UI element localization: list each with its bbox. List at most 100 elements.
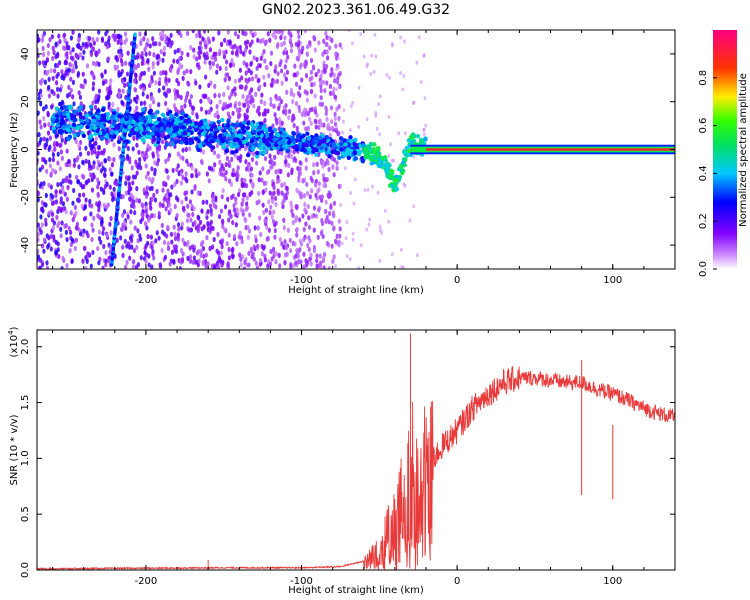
spectrogram-cell [294, 81, 299, 87]
spectrogram-cell [37, 197, 40, 203]
spectrogram-cell [281, 200, 285, 206]
spectrogram-y-tick-label: -20 [20, 189, 31, 205]
spectrogram-cell [327, 265, 331, 269]
spectrogram-cell [378, 94, 382, 99]
spectrogram-cell [307, 246, 311, 253]
spectrogram-cell [302, 236, 306, 243]
spectrogram-cell [293, 156, 297, 162]
spectrogram-cell [243, 102, 247, 108]
spectrogram-cell [181, 147, 185, 153]
spectrogram-cell [254, 91, 258, 97]
spectrogram-cell [77, 44, 81, 50]
spectrogram-cell [172, 58, 176, 64]
spectrogram-cell [112, 142, 116, 148]
snr-x-tick-label: -200 [135, 576, 158, 587]
spectrogram-cell [380, 156, 386, 161]
spectrogram-cell [123, 82, 127, 88]
spectrogram-cell [186, 240, 190, 246]
spectrogram-cell [97, 236, 102, 242]
spectrogram-cell [52, 91, 56, 97]
spectrogram-cell [77, 37, 81, 43]
spectrogram-cell [119, 48, 123, 54]
spectrogram-cell [121, 193, 125, 200]
spectrogram-cell [73, 204, 77, 211]
spectrogram-cell [335, 160, 339, 166]
spectrogram-cell [189, 137, 194, 143]
spectrogram-cell [139, 40, 143, 46]
spectrogram-cell [249, 70, 253, 76]
spectrogram-cell [279, 34, 283, 41]
spectrogram-cell [48, 37, 52, 43]
spectrogram-cell [174, 112, 179, 117]
spectrogram-cell [101, 187, 106, 194]
spectrogram-cell [197, 54, 202, 60]
spectrogram-cell [337, 65, 341, 70]
spectrogram-cell [145, 225, 149, 231]
spectrogram-cell [280, 120, 284, 126]
spectrogram-cell [91, 60, 96, 66]
snr-frame [36, 329, 676, 571]
spectrogram-cell [42, 180, 46, 186]
spectrogram-cell [69, 210, 73, 216]
spectrogram-cell [156, 136, 162, 142]
spectrogram-cell [262, 149, 267, 155]
spectrogram-cell [246, 104, 251, 110]
spectrogram-cell [131, 146, 135, 152]
spectrogram-cell [61, 189, 65, 195]
spectrogram-cell [369, 71, 373, 76]
spectrogram-cell [91, 143, 95, 149]
spectrogram-cell [40, 77, 45, 83]
spectrogram-cell [170, 249, 175, 255]
spectrogram-cell [291, 130, 296, 136]
spectrogram-cell [347, 30, 351, 33]
spectrogram-cell [389, 142, 392, 147]
spectrogram-cell [127, 120, 133, 125]
spectrogram-cell [314, 152, 319, 157]
spectrogram-cell [156, 117, 162, 122]
spectrogram-cell [258, 142, 263, 147]
snr-y-tick-label: 1.0 [20, 450, 31, 466]
spectrogram-cell [283, 35, 287, 41]
spectrogram-cell [378, 224, 382, 229]
spectrogram-cell [60, 220, 64, 226]
spectrogram-cell [53, 68, 57, 74]
spectrogram-cell [142, 36, 146, 42]
spectrogram-cell [85, 113, 90, 118]
spectrogram-cell [273, 68, 277, 74]
spectrogram-cell [101, 130, 107, 136]
spectrogram-cell [127, 181, 132, 187]
spectrogram-cell [272, 190, 276, 196]
spectrogram-cell [237, 133, 242, 139]
spectrogram-cell [95, 201, 99, 207]
spectrogram-cell [96, 184, 100, 190]
spectrogram-cell [285, 69, 290, 75]
spectrogram-cell [194, 80, 198, 86]
spectrogram-cell [215, 69, 219, 75]
spectrogram-cell [261, 166, 265, 172]
spectrogram-cell [303, 30, 308, 34]
spectrogram-cell [309, 261, 313, 267]
spectrogram-cell [328, 45, 332, 51]
spectrogram-cell [280, 241, 284, 247]
spectrogram-cell [127, 175, 131, 181]
spectrogram-cell [317, 124, 321, 131]
spectrogram-cell [317, 181, 322, 187]
spectrogram-cell [272, 184, 276, 190]
spectrogram-cell [164, 70, 168, 76]
spectrogram-cell [337, 56, 340, 61]
spectrogram-cell [140, 152, 144, 158]
spectrogram-cell [79, 101, 83, 107]
spectrogram-cell [141, 56, 145, 62]
spectrogram-cell [284, 245, 289, 251]
spectrogram-cell [52, 129, 57, 134]
spectrogram-x-tick-label: 0 [454, 275, 460, 286]
spectrogram-cell [343, 166, 347, 171]
spectrogram-cell [96, 150, 100, 156]
spectrogram-cell [259, 231, 263, 238]
spectrogram-cell [207, 109, 212, 115]
spectrogram-cell [280, 182, 284, 188]
spectrogram-cell [312, 146, 317, 151]
spectrogram-cell [351, 231, 355, 236]
spectrogram-cell [301, 147, 306, 152]
spectrogram-cell [126, 145, 130, 152]
